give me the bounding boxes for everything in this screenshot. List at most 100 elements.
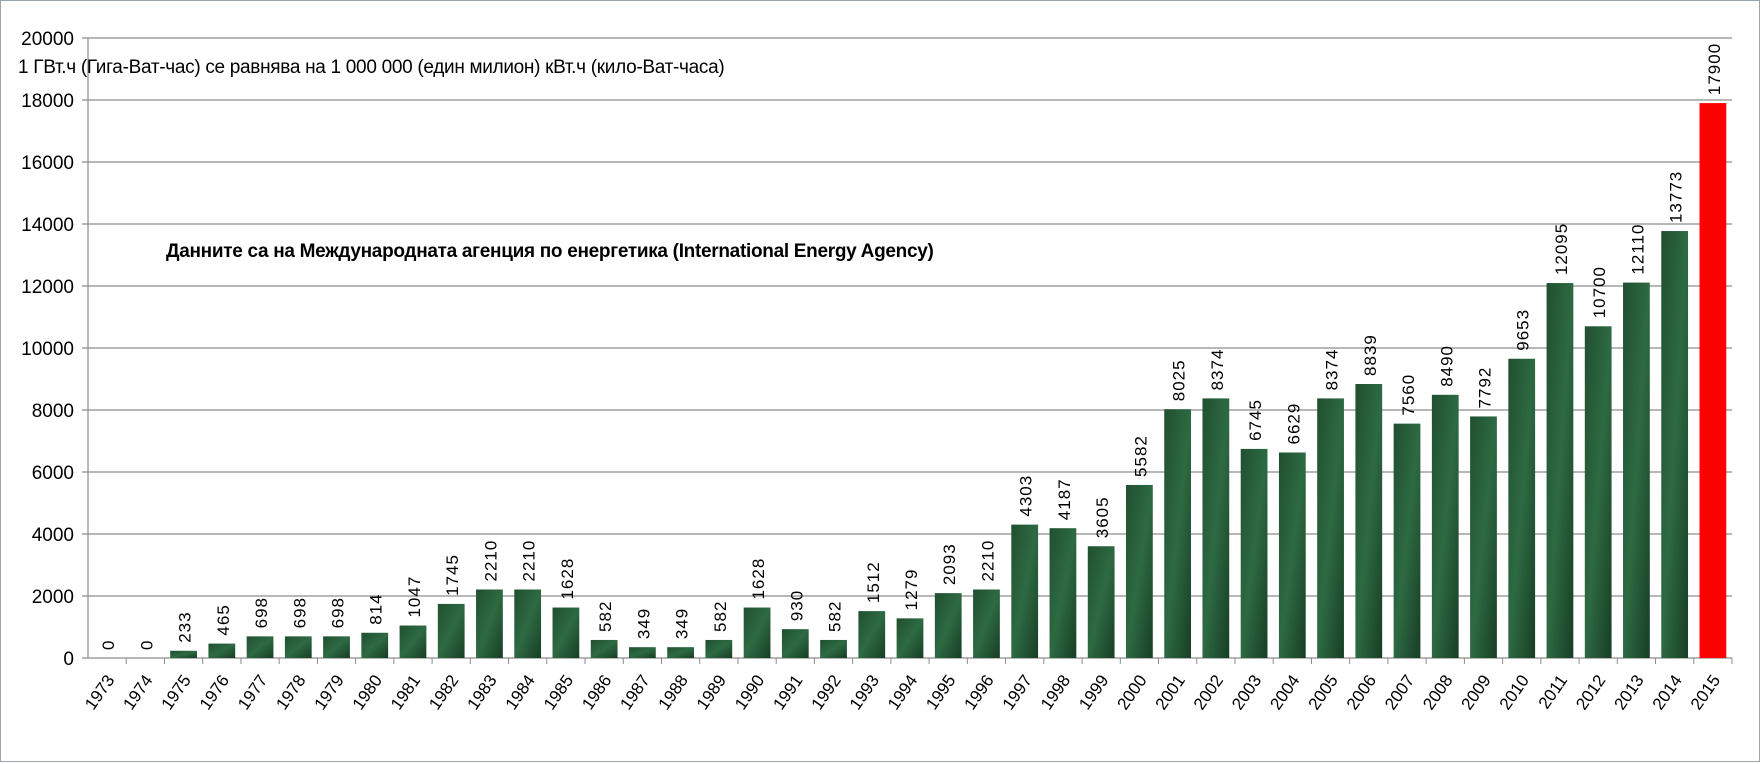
data-label: 2210 xyxy=(481,540,500,582)
bar-2006 xyxy=(1355,383,1383,658)
x-tick-label: 1991 xyxy=(769,671,806,713)
bar-1980 xyxy=(361,632,389,658)
bar-2004 xyxy=(1278,452,1306,658)
x-tick-label: 1985 xyxy=(540,671,577,713)
x-tick-label: 1990 xyxy=(731,671,768,713)
x-tick-label: 1995 xyxy=(922,671,959,713)
data-label: 582 xyxy=(711,601,730,632)
data-label: 8374 xyxy=(1323,349,1342,391)
x-tick-label: 1999 xyxy=(1075,671,1112,713)
bar-1979 xyxy=(323,636,350,658)
data-label: 2210 xyxy=(978,540,997,582)
bar-1978 xyxy=(284,636,312,658)
x-tick-label: 2013 xyxy=(1610,671,1647,713)
x-tick-label: 2014 xyxy=(1649,671,1686,713)
data-label: 10700 xyxy=(1590,266,1609,318)
bar-2003 xyxy=(1240,448,1268,658)
x-tick-label: 2000 xyxy=(1113,671,1150,713)
data-label: 2093 xyxy=(940,543,959,585)
bar-1986 xyxy=(590,639,618,658)
data-label: 12095 xyxy=(1552,223,1571,275)
data-label: 8374 xyxy=(1208,349,1227,391)
bar-1975 xyxy=(170,650,197,658)
y-tick-label: 0 xyxy=(63,649,74,670)
bar-1983 xyxy=(476,589,503,658)
x-tick-label: 2003 xyxy=(1228,671,1265,713)
data-label: 6745 xyxy=(1246,399,1265,441)
bar-1999 xyxy=(1087,546,1115,658)
x-tick-label: 1980 xyxy=(349,671,386,713)
data-label: 698 xyxy=(252,597,271,628)
x-tick-label: 2007 xyxy=(1381,671,1418,713)
x-tick-label: 1997 xyxy=(999,671,1036,713)
y-tick-label: 8000 xyxy=(32,401,74,422)
data-label: 349 xyxy=(673,608,692,639)
y-tick-label: 14000 xyxy=(21,215,74,236)
y-tick-label: 16000 xyxy=(21,153,74,174)
x-tick-label: 1986 xyxy=(578,671,615,713)
data-label: 582 xyxy=(826,601,845,632)
data-label: 17900 xyxy=(1705,43,1724,95)
data-label: 930 xyxy=(787,590,806,621)
bar-2007 xyxy=(1393,423,1421,658)
data-label: 12110 xyxy=(1628,224,1647,275)
data-label: 349 xyxy=(634,608,653,639)
data-label: 13773 xyxy=(1667,171,1686,223)
bar-1990 xyxy=(743,607,771,658)
bar-2015 xyxy=(1699,103,1727,659)
data-label: 698 xyxy=(290,597,309,628)
data-label: 9653 xyxy=(1514,309,1533,351)
bar-2001 xyxy=(1164,409,1192,658)
bar-2011 xyxy=(1546,283,1574,658)
x-tick-label: 1994 xyxy=(884,671,921,713)
bar-1996 xyxy=(973,589,1000,658)
bar-1989 xyxy=(705,639,733,658)
x-tick-label: 1974 xyxy=(119,671,156,713)
x-tick-label: 1983 xyxy=(463,671,500,713)
x-tick-label: 1992 xyxy=(808,671,845,713)
data-label: 814 xyxy=(367,593,386,624)
bar-2009 xyxy=(1470,416,1497,658)
bar-2002 xyxy=(1202,398,1230,658)
x-tick-label: 1987 xyxy=(616,671,653,713)
x-tick-label: 1993 xyxy=(846,671,883,713)
data-label: 233 xyxy=(176,611,195,642)
data-label: 4187 xyxy=(1055,478,1074,520)
bar-1981 xyxy=(399,625,427,658)
bar-2014 xyxy=(1661,231,1689,659)
data-label: 465 xyxy=(214,604,233,635)
x-tick-label: 1978 xyxy=(272,671,309,713)
data-label: 8025 xyxy=(1170,359,1189,401)
data-label: 7560 xyxy=(1399,374,1418,416)
data-label: 1628 xyxy=(558,558,577,600)
bar-1993 xyxy=(858,611,886,658)
x-tick-label: 2005 xyxy=(1305,671,1342,713)
bar-2010 xyxy=(1508,358,1536,658)
data-label: 0 xyxy=(137,640,156,650)
bar-1992 xyxy=(820,639,847,658)
x-tick-label: 2012 xyxy=(1572,671,1609,713)
bar-1987 xyxy=(628,647,656,658)
bar-1988 xyxy=(667,647,694,658)
x-tick-label: 1996 xyxy=(960,671,997,713)
x-tick-label: 1975 xyxy=(158,671,195,713)
x-tick-label: 1982 xyxy=(425,671,462,713)
x-tick-label: 1979 xyxy=(311,671,348,713)
bar-2005 xyxy=(1317,398,1344,658)
y-tick-label: 10000 xyxy=(21,339,74,360)
data-label: 8839 xyxy=(1361,334,1380,376)
unit-note: 1 ГВт.ч (Гига-Ват-час) се равнява на 1 0… xyxy=(18,57,725,78)
x-tick-label: 1984 xyxy=(502,671,539,713)
data-label: 1279 xyxy=(902,569,921,611)
bar-1985 xyxy=(552,607,580,658)
data-label: 1512 xyxy=(864,561,883,603)
y-tick-label: 4000 xyxy=(32,525,74,546)
x-tick-label: 1998 xyxy=(1037,671,1074,713)
data-label: 1047 xyxy=(405,576,424,618)
bar-1998 xyxy=(1049,528,1077,658)
data-label: 5582 xyxy=(1131,435,1150,477)
bar-2012 xyxy=(1584,326,1612,658)
data-label: 2210 xyxy=(520,540,539,582)
data-label: 8490 xyxy=(1437,345,1456,387)
